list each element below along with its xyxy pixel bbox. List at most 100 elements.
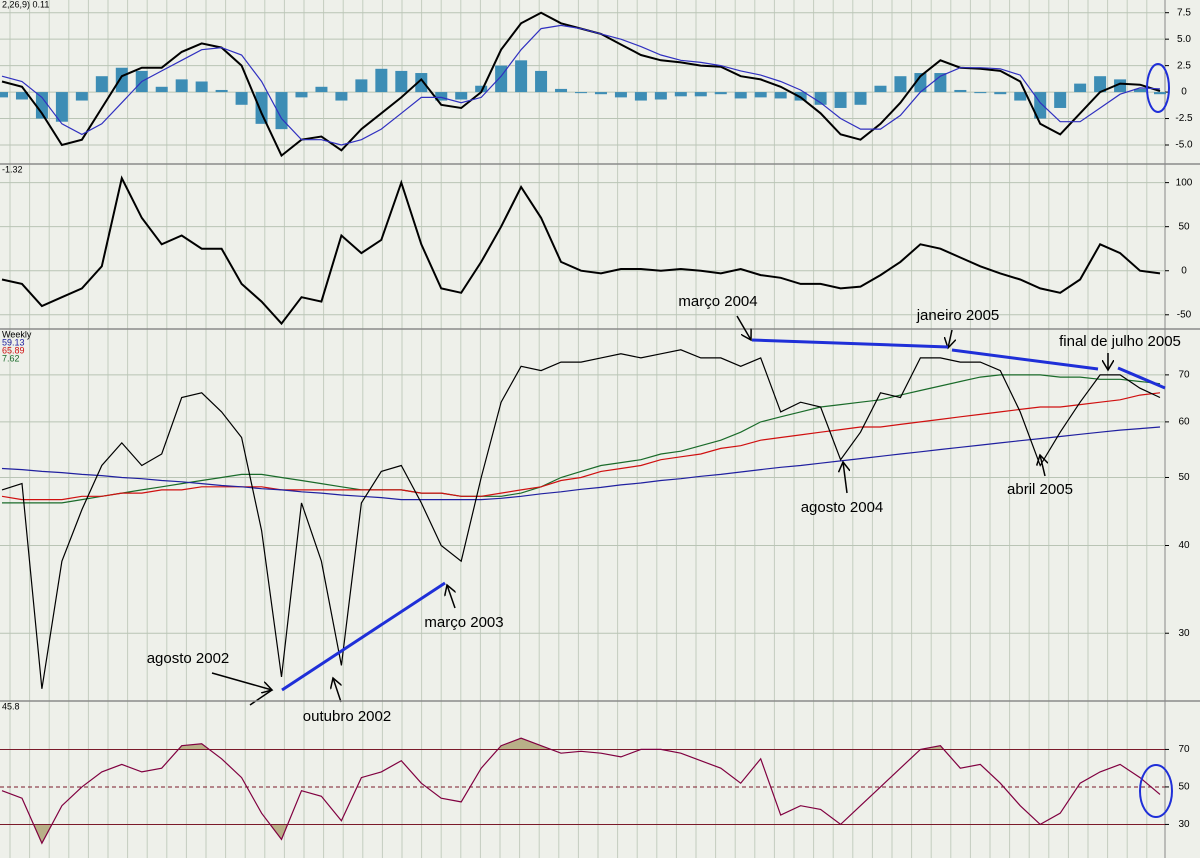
histogram-bar <box>75 92 88 101</box>
histogram-bar <box>115 67 128 93</box>
y-tick-label: 50 <box>1178 472 1190 483</box>
annotation-arrow <box>211 672 272 690</box>
drawings <box>281 63 1173 818</box>
annotation-arrow <box>447 585 455 609</box>
y-tick-label: 60 <box>1178 417 1190 428</box>
histogram-bar <box>55 92 68 122</box>
y-tick-label: 50 <box>1178 221 1190 232</box>
histogram-bar <box>155 86 168 93</box>
panel-header: 2,26,9) 0.11 <box>2 0 49 9</box>
y-tick-label: 0 <box>1181 265 1187 276</box>
histogram-bar <box>634 92 647 101</box>
y-tick-label: 30 <box>1178 819 1190 830</box>
histogram-bar <box>754 92 767 98</box>
histogram-bar <box>535 70 548 93</box>
y-tick-label: 40 <box>1178 540 1190 551</box>
histogram-bar <box>435 92 448 101</box>
histogram-bar <box>95 76 108 93</box>
vertical-grid <box>9 0 1166 858</box>
annotation-arrow <box>843 462 847 494</box>
histogram-bar <box>894 76 907 93</box>
histogram-bar <box>994 92 1007 95</box>
y-tick-label: -2.5 <box>1175 113 1193 124</box>
panel-header: 45.8 <box>2 701 20 711</box>
histogram-bar <box>275 92 288 130</box>
histogram-bar <box>0 92 8 98</box>
y-tick-label: 7.5 <box>1177 7 1191 18</box>
histogram-bar <box>335 92 348 101</box>
histogram-bar <box>854 92 867 105</box>
histogram-bar <box>515 60 528 93</box>
histogram-bar <box>255 92 268 124</box>
histogram-bar <box>714 92 727 95</box>
histogram-bar <box>654 92 667 100</box>
histogram-bar <box>395 70 408 93</box>
annotation-arrow <box>249 689 273 706</box>
trend-line <box>1117 366 1166 390</box>
histogram-bar <box>315 86 328 93</box>
histogram-bar <box>175 79 188 93</box>
panel-header: Weekly <box>2 329 32 339</box>
histogram-bar <box>1014 92 1027 101</box>
y-tick-label: 70 <box>1178 744 1190 755</box>
trend-line <box>951 348 1099 371</box>
histogram-bar <box>475 85 488 93</box>
annotation-arrow <box>1040 455 1045 477</box>
histogram-bar <box>594 92 607 95</box>
histogram-bar <box>555 88 568 93</box>
y-tick-label: 0 <box>1181 87 1187 98</box>
panel: 70 50 30 45.8 <box>0 701 1190 845</box>
histogram-bar <box>35 92 48 119</box>
y-tick-label: 30 <box>1178 628 1190 639</box>
series-line <box>1 426 1161 501</box>
histogram-bar <box>774 92 787 99</box>
histogram-bar <box>914 73 927 93</box>
panel: 7.5 5.0 2.5 0 -2.5 -5.0 2,26,9) 0.11 <box>0 0 1200 165</box>
y-tick-label: 100 <box>1176 177 1193 188</box>
histogram-bar <box>355 79 368 93</box>
histogram-bar <box>1094 76 1107 93</box>
series-line <box>1 737 1161 845</box>
panel-header: -1.32 <box>2 164 23 174</box>
y-tick-label: 50 <box>1178 782 1190 793</box>
panel-header: 7.62 <box>2 353 20 363</box>
histogram-bar <box>415 73 428 93</box>
trend-line <box>751 338 949 349</box>
annotation: janeiro 2005 <box>916 307 1000 324</box>
highlight-circle <box>1146 63 1170 113</box>
histogram-bar <box>1154 92 1166 95</box>
annotation: agosto 2004 <box>801 499 884 516</box>
y-tick-label: -50 <box>1177 309 1192 320</box>
histogram-bar <box>814 92 827 105</box>
histogram-bar <box>1114 79 1127 93</box>
histogram-bar <box>734 92 747 99</box>
annotation: agosto 2002 <box>147 650 230 667</box>
series-line <box>1 175 1161 326</box>
highlight-circle <box>1139 764 1173 818</box>
y-tick-label: -5.0 <box>1175 140 1193 151</box>
annotation: final de julho 2005 <box>1059 333 1181 350</box>
histogram-bar <box>235 92 248 105</box>
panel: 100 50 0 -50 -1.32 <box>0 164 1200 330</box>
histogram-bar <box>455 92 468 100</box>
y-tick-label: 2.5 <box>1177 60 1191 71</box>
histogram-bar <box>974 92 987 94</box>
y-tick-label: 70 <box>1178 370 1190 381</box>
histogram-bar <box>1074 83 1087 93</box>
histogram-bar <box>375 68 388 93</box>
panel-header: 65.89 <box>2 345 25 355</box>
histogram-bar <box>15 92 28 100</box>
annotation-arrow <box>333 678 341 703</box>
histogram-bar <box>674 92 687 97</box>
histogram-bar <box>1054 92 1067 108</box>
histogram-bar <box>575 92 587 94</box>
histogram-bar <box>614 92 627 98</box>
series-line <box>1 349 1161 689</box>
panel-header: 59.13 <box>2 337 25 347</box>
annotation: março 2004 <box>678 293 757 310</box>
annotation: março 2003 <box>424 614 503 631</box>
